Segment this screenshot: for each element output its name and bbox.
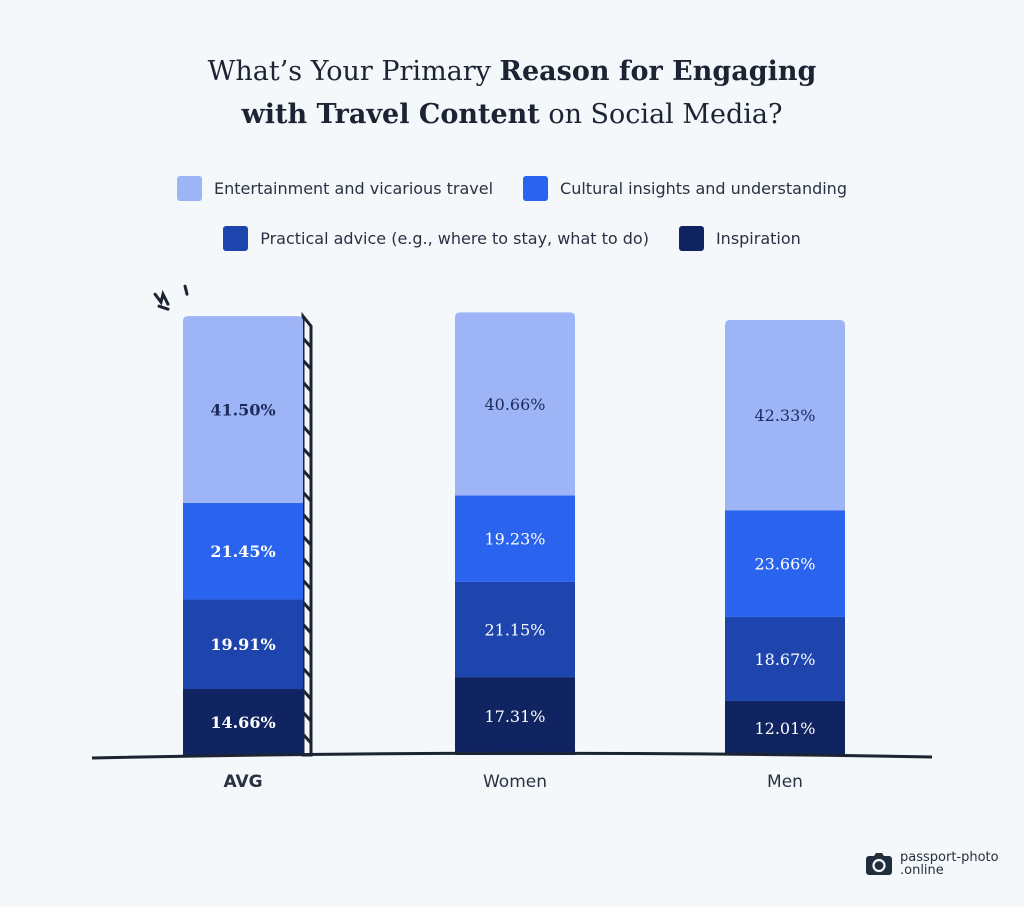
hatch-line: [301, 667, 313, 679]
camera-icon: [866, 853, 892, 875]
hatch-line: [301, 601, 313, 613]
data-label: 41.50%: [210, 401, 275, 420]
hatch-line: [301, 447, 313, 459]
hatch-line: [301, 689, 313, 701]
chart-title: What’s Your Primary Reason for Engaging …: [0, 50, 1024, 136]
bar-segment: [725, 616, 845, 701]
legend-label: Inspiration: [715, 229, 801, 248]
brand-logo: passport-photo .online: [866, 851, 999, 877]
x-tick-avg: AVG: [223, 772, 263, 792]
data-label: 42.33%: [754, 406, 815, 425]
bar-segment: [455, 312, 575, 496]
bar-segment: [183, 502, 303, 600]
data-label: 12.01%: [754, 719, 815, 738]
bar-segment: [455, 581, 575, 678]
data-label: 40.66%: [484, 395, 545, 414]
hatch-line: [301, 645, 313, 657]
legend-row-2: Practical advice (e.g., where to stay, w…: [0, 226, 1024, 251]
hatch-line: [301, 711, 313, 723]
bar-segment: [725, 700, 845, 755]
data-label: 17.31%: [484, 707, 545, 726]
hatch-line: [301, 381, 313, 393]
baseline: [91, 751, 933, 760]
legend-swatch: [223, 226, 249, 251]
legend-label: Entertainment and vicarious travel: [214, 179, 494, 198]
bar-segment: [183, 316, 303, 503]
title-part: What’s Your Primary: [207, 56, 500, 87]
legend-swatch: [523, 176, 549, 201]
bar-segment: [455, 677, 575, 755]
data-label: 21.15%: [484, 621, 545, 640]
legend-label: Cultural insights and understanding: [560, 179, 847, 198]
hatch-line: [301, 469, 313, 481]
logo-text: .online: [900, 863, 944, 878]
bar-segment: [725, 510, 845, 617]
legend-row-1: Entertainment and vicarious travel Cultu…: [0, 176, 1024, 201]
legend-item-cultural: Cultural insights and understanding: [523, 176, 847, 201]
hatch-line: [301, 733, 313, 745]
data-label: 21.45%: [210, 542, 275, 561]
legend-swatch: [678, 226, 704, 251]
data-label: 23.66%: [754, 555, 815, 574]
legend-label: Practical advice (e.g., where to stay, w…: [260, 229, 649, 248]
hatch-line: [301, 337, 313, 349]
legend-item-practical: Practical advice (e.g., where to stay, w…: [223, 226, 649, 251]
hatch-line: [301, 535, 313, 547]
legend-item-inspiration: Inspiration: [678, 226, 801, 251]
legend-item-entertainment: Entertainment and vicarious travel: [177, 176, 493, 201]
title-part-bold: Reason for Engaging: [499, 56, 817, 87]
title-part: on Social Media?: [539, 99, 783, 130]
bar-segment: [725, 319, 845, 511]
x-tick-women: Women: [482, 772, 547, 792]
hatch-line: [301, 359, 313, 371]
emphasis-marks: [153, 284, 189, 311]
logo-text: passport-photo: [900, 850, 999, 865]
hatch-line: [301, 425, 313, 437]
data-label: 19.91%: [210, 635, 275, 654]
data-label: 19.23%: [484, 530, 545, 549]
hatch-line: [301, 403, 313, 415]
bar-segment: [183, 689, 303, 755]
data-label: 14.66%: [210, 713, 275, 732]
data-label: 18.67%: [754, 650, 815, 669]
legend-swatch: [177, 176, 202, 201]
hatch-line: [301, 513, 313, 525]
hatch-line: [301, 491, 313, 503]
hatch-line: [301, 623, 313, 635]
hatch-line: [301, 579, 313, 591]
bar-segment: [455, 495, 575, 582]
hatch-line: [301, 557, 313, 569]
x-tick-men: Men: [767, 772, 803, 792]
title-part-bold: with Travel Content: [241, 99, 540, 130]
bar-segment: [183, 599, 303, 690]
